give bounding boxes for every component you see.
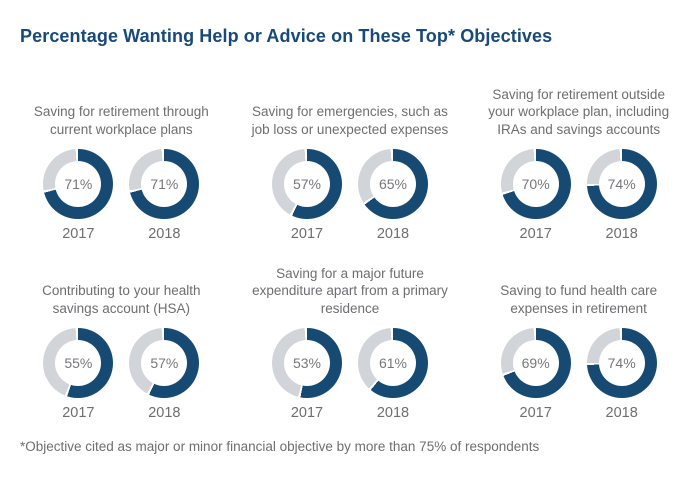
year-label: 2018 <box>376 405 410 421</box>
objective-label: Saving for retirement through current wo… <box>33 104 209 138</box>
donut-chart-grid: Saving for retirement through current wo… <box>20 67 680 421</box>
donut-hole: 71% <box>141 161 188 207</box>
year-label: 2018 <box>148 226 181 242</box>
donut-value: 53% <box>292 355 321 371</box>
donut-block-2018: 71% 2018 <box>129 149 200 242</box>
donut-block-2017: 57% 2017 <box>271 149 342 242</box>
year-label: 2017 <box>519 405 552 421</box>
donut-pair: 55% 2017 57% 2018 <box>43 328 200 421</box>
donut-hole: 70% <box>512 161 559 207</box>
objective-label: Saving to fund health care expenses in r… <box>500 283 658 317</box>
donut-hole: 65% <box>369 161 416 207</box>
donut-value: 71% <box>150 176 179 192</box>
donut-ring-2017: 57% <box>271 149 342 219</box>
donut-hole: 74% <box>598 161 645 207</box>
donut-value: 70% <box>521 176 550 192</box>
objective-group-outside-workplace: Saving for retirement outside your workp… <box>477 67 680 242</box>
year-label: 2018 <box>605 405 638 421</box>
donut-ring-2017: 71% <box>43 149 114 219</box>
donut-value: 69% <box>521 355 550 371</box>
donut-ring-2017: 53% <box>271 328 342 398</box>
donut-hole: 57% <box>283 161 330 207</box>
donut-value: 74% <box>607 176 636 192</box>
donut-ring-2018: 61% <box>357 328 428 398</box>
donut-value: 65% <box>378 176 407 192</box>
page-title: Percentage Wanting Help or Advice on The… <box>20 26 553 46</box>
donut-pair: 53% 2017 61% 2018 <box>271 328 428 421</box>
donut-value: 71% <box>64 176 93 192</box>
donut-pair: 71% 2017 71% 2018 <box>43 149 200 242</box>
donut-ring-2018: 57% <box>129 328 200 398</box>
donut-hole: 57% <box>141 340 188 386</box>
objective-label: Saving for emergencies, such as job loss… <box>251 104 449 138</box>
donut-block-2017: 69% 2017 <box>500 328 571 421</box>
objective-label: Saving for retirement outside your workp… <box>488 86 670 138</box>
donut-block-2017: 71% 2017 <box>43 149 114 242</box>
donut-ring-2018: 65% <box>357 149 428 219</box>
objective-group-healthcare-retirement: Saving to fund health care expenses in r… <box>477 264 680 421</box>
donut-block-2018: 74% 2018 <box>586 149 657 242</box>
donut-pair: 57% 2017 65% 2018 <box>271 149 428 242</box>
donut-ring-2018: 74% <box>586 328 657 398</box>
donut-block-2018: 57% 2018 <box>129 328 200 421</box>
year-label: 2017 <box>62 226 95 242</box>
year-label: 2017 <box>290 405 324 421</box>
donut-value: 61% <box>378 355 407 371</box>
objective-label: Contributing to your health savings acco… <box>42 283 201 317</box>
donut-block-2017: 53% 2017 <box>271 328 342 421</box>
donut-value: 57% <box>292 176 321 192</box>
donut-ring-2017: 70% <box>500 149 571 219</box>
objective-group-hsa: Contributing to your health savings acco… <box>20 264 223 421</box>
donut-pair: 69% 2017 74% 2018 <box>500 328 657 421</box>
donut-ring-2017: 55% <box>43 328 114 398</box>
donut-hole: 53% <box>283 340 330 386</box>
donut-hole: 71% <box>55 161 102 207</box>
year-label: 2017 <box>519 226 552 242</box>
donut-ring-2018: 71% <box>129 149 200 219</box>
year-label: 2017 <box>62 405 95 421</box>
donut-block-2018: 74% 2018 <box>586 328 657 421</box>
year-label: 2018 <box>148 405 181 421</box>
donut-hole: 55% <box>55 340 102 386</box>
objective-group-major-expenditure: Saving for a major future expenditure ap… <box>249 264 452 421</box>
objective-group-workplace-plans: Saving for retirement through current wo… <box>20 67 223 242</box>
donut-hole: 61% <box>369 340 416 386</box>
objective-label: Saving for a major future expenditure ap… <box>252 265 448 317</box>
donut-value: 57% <box>150 355 179 371</box>
donut-block-2017: 55% 2017 <box>43 328 114 421</box>
donut-ring-2018: 74% <box>586 149 657 219</box>
year-label: 2017 <box>290 226 324 242</box>
year-label: 2018 <box>376 226 410 242</box>
donut-block-2018: 61% 2018 <box>357 328 428 421</box>
donut-hole: 74% <box>598 340 645 386</box>
donut-ring-2017: 69% <box>500 328 571 398</box>
objective-group-emergencies: Saving for emergencies, such as job loss… <box>249 67 452 242</box>
donut-block-2018: 65% 2018 <box>357 149 428 242</box>
footnote: *Objective cited as major or minor finan… <box>20 439 540 454</box>
donut-value: 55% <box>64 355 93 371</box>
donut-value: 74% <box>607 355 636 371</box>
year-label: 2018 <box>605 226 638 242</box>
donut-hole: 69% <box>512 340 559 386</box>
donut-pair: 70% 2017 74% 2018 <box>500 149 657 242</box>
donut-block-2017: 70% 2017 <box>500 149 571 242</box>
